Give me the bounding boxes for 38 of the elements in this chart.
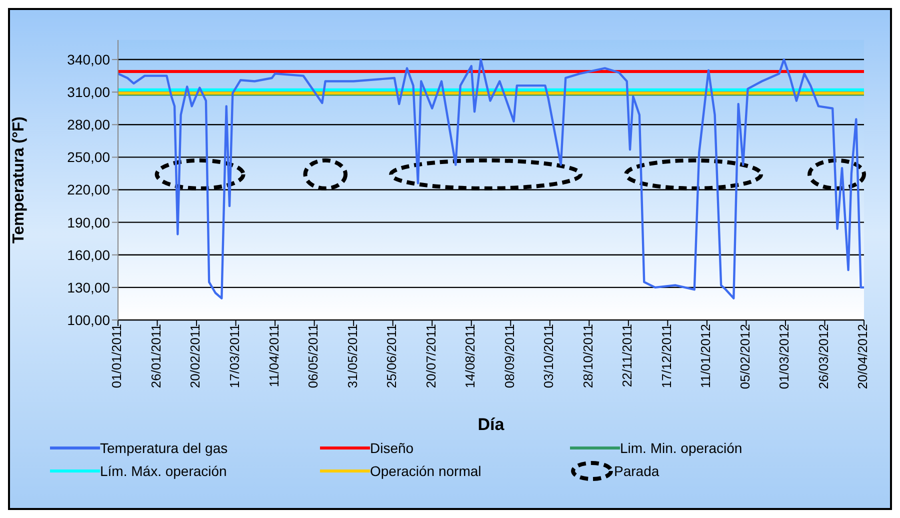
y-tick-label: 310,00 bbox=[67, 84, 110, 100]
legend-label: Diseño bbox=[370, 440, 414, 456]
y-tick-label: 190,00 bbox=[67, 214, 110, 230]
x-tick-label: 20/07/2011 bbox=[423, 324, 438, 388]
legend-label: Temperatura del gas bbox=[100, 440, 228, 456]
x-tick-label: 01/01/2011 bbox=[109, 324, 124, 388]
x-tick-label: 11/01/2012 bbox=[698, 324, 714, 388]
x-tick-label: 03/10/2011 bbox=[541, 324, 556, 388]
x-tick-label: 28/10/2011 bbox=[580, 324, 596, 388]
text: Parada bbox=[614, 463, 660, 479]
y-tick-label: 280,00 bbox=[67, 116, 110, 133]
legend-label: Operación normal bbox=[370, 463, 482, 479]
x-tick-label: 25/06/2011 bbox=[384, 324, 400, 388]
x-tick-label: 14/08/2011 bbox=[462, 324, 478, 388]
x-tick-label: 31/05/2011 bbox=[344, 324, 360, 388]
x-tick-label: 06/05/2011 bbox=[306, 324, 321, 388]
legend-label: Lím. Máx. operación bbox=[100, 463, 227, 479]
x-tick-label: 01/03/2012 bbox=[776, 324, 792, 390]
x-tick-label: 17/03/2011 bbox=[227, 324, 242, 388]
x-tick-label: 20/04/2012 bbox=[855, 324, 870, 390]
x-axis-title: Día bbox=[478, 415, 505, 434]
y-tick-label: 160,00 bbox=[67, 246, 110, 263]
x-tick-label: 26/03/2012 bbox=[816, 324, 831, 390]
y-tick-label: 130,00 bbox=[67, 279, 110, 296]
x-tick-label: 08/09/2011 bbox=[502, 324, 517, 388]
x-tick-label: 05/02/2012 bbox=[737, 324, 752, 390]
x-tick-label: 17/12/2011 bbox=[658, 324, 674, 388]
x-tick-label: 22/11/2011 bbox=[620, 324, 635, 388]
x-tick-label: 11/04/2011 bbox=[266, 324, 282, 388]
x-tick-label: 26/01/2011 bbox=[148, 324, 164, 388]
legend-label: Lim. Min. operación bbox=[620, 440, 742, 456]
y-tick-label: 100,00 bbox=[67, 312, 110, 328]
y-tick-label: 340,00 bbox=[67, 52, 110, 68]
y-axis-title: Temperatura (°F) bbox=[10, 116, 28, 244]
y-tick-label: 250,00 bbox=[67, 149, 110, 166]
line-series bbox=[118, 58, 864, 300]
x-tick-label: 20/02/2011 bbox=[188, 324, 203, 388]
y-tick-label: 220,00 bbox=[67, 182, 110, 198]
